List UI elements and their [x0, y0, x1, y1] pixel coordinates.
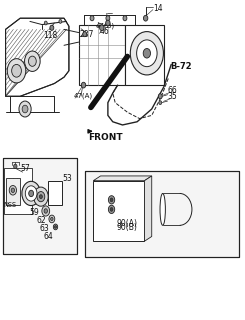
Polygon shape — [144, 176, 152, 241]
Text: 35: 35 — [168, 92, 177, 101]
Text: 62: 62 — [36, 216, 46, 225]
Circle shape — [9, 186, 16, 195]
Text: 118: 118 — [43, 31, 58, 40]
Text: 66: 66 — [168, 86, 177, 95]
Text: 14: 14 — [154, 4, 163, 13]
Bar — [85, 171, 239, 257]
Circle shape — [159, 101, 162, 105]
Text: 47(A): 47(A) — [74, 92, 93, 99]
Circle shape — [14, 164, 17, 169]
Circle shape — [144, 15, 148, 21]
Text: 64: 64 — [43, 232, 53, 241]
Circle shape — [22, 181, 40, 205]
Text: 90(B): 90(B) — [116, 223, 137, 232]
Circle shape — [108, 196, 115, 204]
Circle shape — [24, 51, 40, 71]
Circle shape — [108, 205, 115, 213]
Text: 57: 57 — [21, 164, 30, 173]
Text: 46: 46 — [99, 27, 109, 36]
Bar — [3, 158, 77, 254]
Bar — [125, 25, 164, 85]
Circle shape — [81, 82, 86, 88]
Text: 90(A): 90(A) — [116, 219, 137, 228]
Text: B-72: B-72 — [170, 62, 192, 71]
Circle shape — [39, 195, 42, 198]
Circle shape — [53, 224, 58, 230]
Text: 287: 287 — [80, 30, 94, 39]
Circle shape — [59, 20, 62, 23]
Text: FRONT: FRONT — [88, 133, 123, 142]
Circle shape — [110, 207, 113, 211]
Bar — [3, 158, 77, 254]
Circle shape — [44, 209, 48, 213]
Circle shape — [19, 101, 31, 117]
Bar — [6, 178, 20, 204]
Circle shape — [50, 25, 54, 30]
Text: 59: 59 — [29, 208, 39, 217]
Circle shape — [106, 16, 110, 21]
Bar — [79, 25, 125, 85]
Circle shape — [22, 105, 28, 113]
Bar — [85, 171, 239, 257]
Circle shape — [11, 188, 15, 193]
Circle shape — [25, 186, 37, 201]
Bar — [48, 181, 61, 204]
Polygon shape — [93, 176, 152, 181]
Circle shape — [90, 16, 94, 21]
Text: 47(B): 47(B) — [96, 22, 115, 29]
Circle shape — [7, 59, 26, 83]
Polygon shape — [6, 18, 69, 96]
Ellipse shape — [160, 194, 165, 225]
Text: 63: 63 — [39, 224, 49, 233]
Circle shape — [106, 20, 110, 26]
Circle shape — [143, 49, 150, 58]
Circle shape — [34, 187, 48, 206]
Bar — [4, 168, 32, 214]
Circle shape — [83, 32, 87, 37]
Circle shape — [44, 21, 47, 25]
Bar — [93, 181, 144, 241]
Circle shape — [110, 198, 113, 202]
Circle shape — [29, 190, 34, 197]
Circle shape — [51, 217, 53, 220]
Circle shape — [158, 94, 162, 99]
Circle shape — [42, 206, 50, 216]
Circle shape — [55, 226, 57, 228]
Circle shape — [130, 32, 163, 75]
Circle shape — [37, 192, 45, 202]
Circle shape — [49, 215, 55, 223]
Text: 53: 53 — [63, 174, 73, 183]
Text: NSS: NSS — [4, 202, 17, 208]
Circle shape — [12, 64, 21, 77]
Circle shape — [100, 25, 104, 31]
Circle shape — [28, 56, 36, 66]
Circle shape — [123, 16, 127, 21]
Circle shape — [137, 40, 157, 67]
